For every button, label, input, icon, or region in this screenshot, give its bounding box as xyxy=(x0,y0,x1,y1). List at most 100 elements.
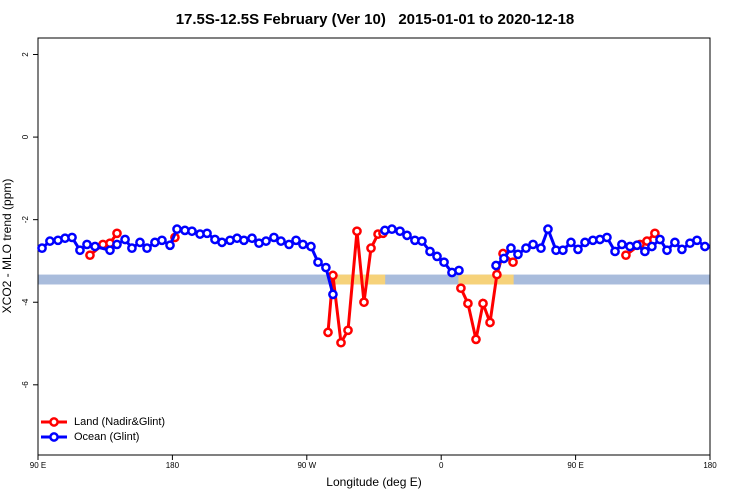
point xyxy=(543,224,553,235)
x-tick-label: 90 E xyxy=(567,461,583,470)
point xyxy=(172,224,182,235)
point xyxy=(621,250,631,261)
legend-label: Ocean (Glint) xyxy=(74,431,139,443)
point xyxy=(321,262,331,273)
point xyxy=(439,257,449,268)
y-tick-label: -2 xyxy=(21,216,30,224)
point xyxy=(454,265,464,276)
point xyxy=(112,239,122,250)
x-tick-label: 90 W xyxy=(297,461,316,470)
y-tick-label: -6 xyxy=(21,381,30,389)
point xyxy=(492,269,502,280)
point xyxy=(521,243,531,254)
point xyxy=(471,334,481,345)
point xyxy=(647,241,657,252)
x-tick-label: 0 xyxy=(439,461,444,470)
point xyxy=(692,235,702,246)
point xyxy=(336,337,346,348)
point xyxy=(566,237,576,248)
point xyxy=(508,257,518,268)
point xyxy=(662,245,672,256)
point xyxy=(75,245,85,256)
point xyxy=(352,226,362,237)
point xyxy=(402,230,412,241)
point xyxy=(573,244,583,255)
point xyxy=(536,243,546,254)
point xyxy=(82,239,92,250)
point xyxy=(395,226,405,237)
point xyxy=(239,235,249,246)
point xyxy=(313,257,323,268)
point xyxy=(432,251,442,262)
point xyxy=(478,298,488,309)
point xyxy=(142,243,152,254)
point xyxy=(135,237,145,248)
point xyxy=(387,224,397,235)
x-tick-label: 180 xyxy=(166,461,180,470)
point xyxy=(85,250,95,261)
point xyxy=(90,241,100,252)
point xyxy=(417,236,427,246)
point xyxy=(359,297,369,308)
point xyxy=(491,260,501,271)
y-tick-label: 0 xyxy=(21,134,30,139)
point xyxy=(513,249,523,260)
point xyxy=(499,253,509,264)
legend-marker xyxy=(49,417,59,427)
point xyxy=(261,236,271,246)
point xyxy=(558,245,568,256)
point xyxy=(670,237,680,248)
point xyxy=(506,243,516,254)
point xyxy=(580,237,590,248)
y-tick-label: 2 xyxy=(21,52,30,57)
point xyxy=(165,240,175,251)
point xyxy=(112,228,122,239)
point xyxy=(528,239,538,250)
point xyxy=(306,241,316,252)
y-tick-label: -4 xyxy=(21,298,30,306)
point xyxy=(425,246,435,257)
point xyxy=(157,235,167,246)
x-tick-label: 90 E xyxy=(30,461,46,470)
point xyxy=(67,232,77,243)
point xyxy=(291,235,301,246)
point xyxy=(127,243,137,254)
point xyxy=(217,237,227,248)
point xyxy=(105,245,115,256)
point xyxy=(328,270,338,281)
point xyxy=(276,236,286,246)
land-band xyxy=(458,274,514,285)
point xyxy=(328,289,338,300)
legend-label: Land (Nadir&Glint) xyxy=(74,416,165,428)
point xyxy=(366,243,376,254)
x-tick-label: 180 xyxy=(703,461,717,470)
point xyxy=(456,283,466,294)
point xyxy=(269,232,279,243)
point xyxy=(323,327,333,338)
point xyxy=(610,246,620,257)
point xyxy=(640,246,650,257)
x-axis-label: Longitude (deg E) xyxy=(326,475,421,489)
point xyxy=(187,226,197,237)
y-axis-label: XCO2 - MLO trend (ppm) xyxy=(0,179,14,314)
point xyxy=(343,325,353,336)
point xyxy=(632,240,642,251)
point xyxy=(655,234,665,245)
point xyxy=(202,228,212,239)
point xyxy=(700,241,710,252)
point xyxy=(650,228,660,239)
point xyxy=(37,243,47,254)
point xyxy=(45,236,55,246)
point xyxy=(677,244,687,255)
chart-title: 17.5S-12.5S February (Ver 10) 2015-01-01… xyxy=(176,11,575,28)
point xyxy=(247,233,257,244)
point xyxy=(485,317,495,328)
point xyxy=(602,232,612,243)
point xyxy=(120,234,130,245)
legend-marker xyxy=(49,432,59,442)
land-band xyxy=(332,274,386,285)
point xyxy=(463,298,473,309)
point xyxy=(284,239,294,250)
point xyxy=(298,239,308,250)
